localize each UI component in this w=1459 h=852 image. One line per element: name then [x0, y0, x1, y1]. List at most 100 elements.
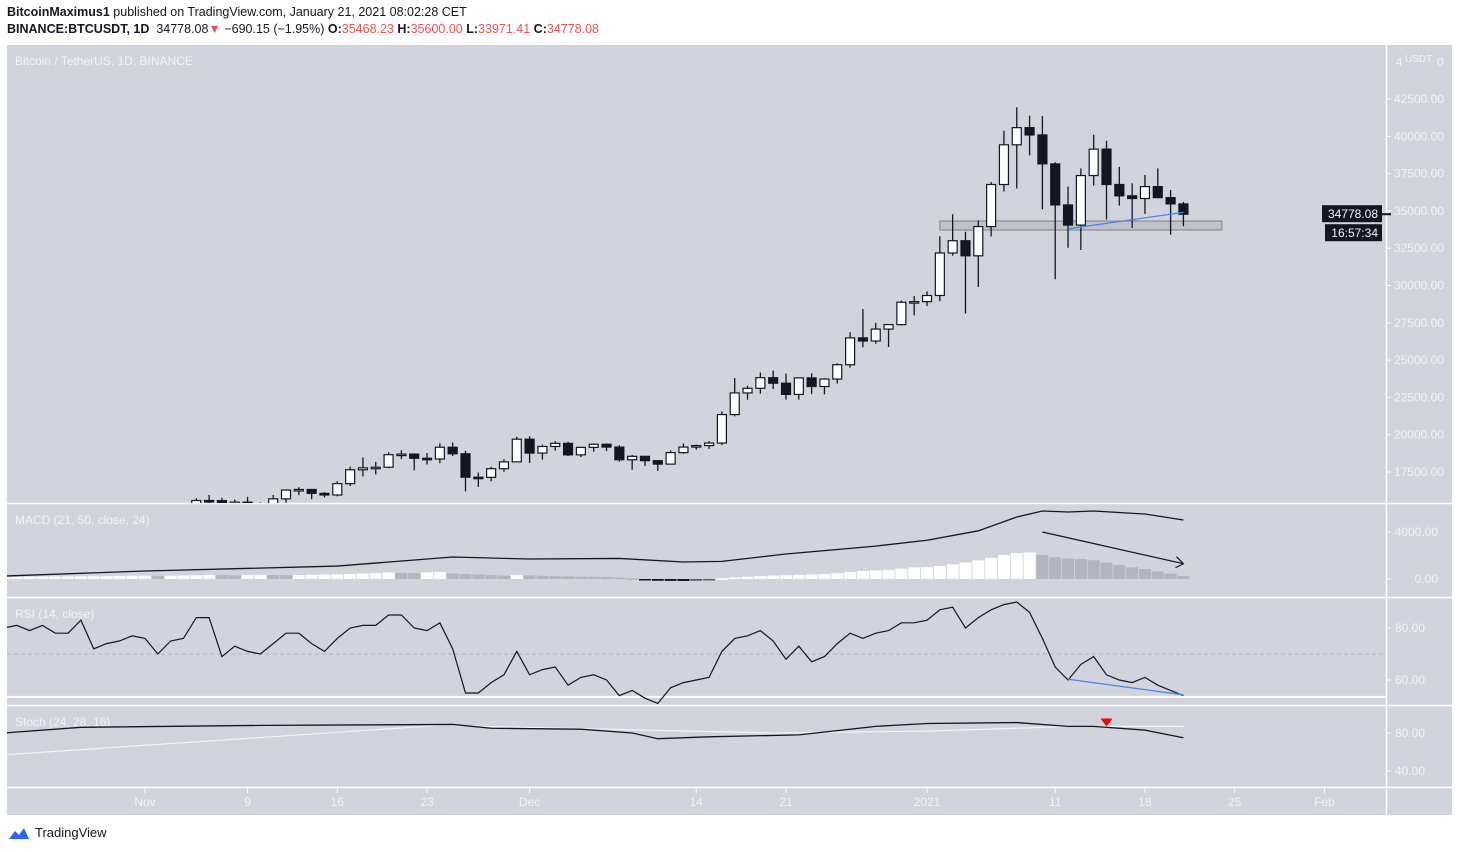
macd-histogram-bar	[318, 574, 331, 579]
macd-histogram-bar	[1049, 557, 1062, 579]
macd-histogram-bar	[780, 575, 792, 579]
candle-body	[562, 442, 574, 456]
rsi-tick-label: 80.00	[1395, 621, 1425, 635]
countdown-label: 16:57:34	[1331, 226, 1378, 240]
candle	[191, 498, 202, 503]
macd-histogram-bar	[292, 575, 305, 579]
macd-histogram-bar	[972, 560, 985, 579]
candle-body	[396, 453, 407, 457]
candle	[870, 322, 881, 344]
macd-histogram-bar	[921, 567, 934, 579]
time-tick-label: 11	[1049, 795, 1062, 809]
macd-divergence-arrow[interactable]	[1042, 531, 1184, 565]
macd-histogram-bar	[1087, 560, 1100, 579]
macd-histogram-bar	[36, 576, 49, 579]
candle-body	[793, 377, 804, 396]
candle-body	[986, 183, 997, 228]
candle	[909, 295, 920, 316]
candle-body	[665, 452, 676, 465]
macd-histogram-bar	[280, 575, 293, 579]
candle-body	[639, 455, 651, 462]
candle-body	[947, 240, 958, 254]
last-price-label: 34778.08	[1328, 207, 1378, 221]
macd-histogram-bar	[856, 571, 869, 579]
macd-histogram-bar	[767, 575, 780, 579]
price-trendline[interactable]	[1067, 211, 1184, 230]
candle-body	[998, 144, 1010, 186]
candle	[268, 494, 279, 503]
candle	[934, 236, 945, 302]
macd-histogram-bar	[433, 571, 446, 579]
author-name[interactable]: BitcoinMaximus1	[7, 5, 110, 19]
macd-histogram-bar	[677, 579, 690, 581]
macd-histogram-bar	[869, 570, 882, 579]
macd-histogram-bar	[382, 572, 395, 579]
candle	[434, 443, 445, 464]
candle	[1037, 116, 1048, 210]
rsi-trendline[interactable]	[1067, 678, 1184, 696]
candle-body	[703, 442, 715, 447]
candle	[1139, 175, 1151, 214]
candle-body	[1101, 148, 1112, 186]
price-tick-label: 35000.00	[1394, 204, 1444, 218]
candle	[665, 450, 676, 465]
macd-histogram-bar	[190, 575, 203, 579]
tradingview-logo[interactable]: TradingView	[7, 825, 107, 840]
price-change: −690.15 (−1.95%)	[224, 22, 325, 36]
candle	[216, 497, 228, 503]
macd-histogram-bar	[151, 575, 164, 579]
macd-histogram-bar	[254, 574, 267, 579]
macd-histogram-bar	[985, 557, 998, 579]
candle	[678, 443, 689, 454]
macd-histogram-bar	[741, 576, 754, 579]
candle	[819, 378, 830, 395]
macd-histogram-bar	[446, 573, 459, 579]
candle	[473, 472, 484, 487]
close-value: 34778.08	[546, 22, 600, 36]
macd-histogram-bar	[74, 576, 87, 579]
candle-body	[370, 466, 381, 470]
time-tick-label: Dec	[519, 795, 540, 809]
candle-body	[806, 377, 817, 388]
macd-histogram-bar	[895, 568, 908, 579]
candle	[857, 309, 869, 348]
time-tick-label: 16	[331, 795, 345, 809]
candle-body	[934, 252, 945, 297]
last-price: 34778.08	[156, 22, 209, 36]
macd-histogram-bar	[408, 573, 421, 579]
stoch-layer	[7, 718, 1184, 756]
macd-histogram-bar	[139, 575, 151, 579]
open-label: O:	[327, 22, 342, 36]
candle-body	[909, 301, 920, 304]
main-pane-title: Bitcoin / TetherUS, 1D, BINANCE	[15, 54, 193, 68]
macd-histogram-bar	[664, 579, 677, 581]
macd-histogram-bar	[626, 578, 639, 580]
candle-body	[229, 501, 240, 503]
macd-histogram-bar	[1177, 576, 1190, 579]
candle-body	[588, 443, 599, 448]
candle	[524, 436, 535, 464]
macd-histogram-bar	[1126, 567, 1139, 579]
macd-histogram-bar	[62, 576, 75, 579]
candle	[370, 461, 381, 475]
candle	[960, 231, 971, 314]
candle	[627, 454, 638, 470]
candle	[601, 443, 612, 452]
candle	[716, 411, 728, 446]
macd-histogram-bar	[7, 577, 10, 579]
macd-histogram-bar	[126, 575, 139, 579]
axis-top-unit[interactable]: USDT	[1405, 54, 1432, 65]
candle-body	[729, 392, 740, 416]
candle-body	[345, 469, 356, 485]
candle	[703, 441, 715, 449]
candle	[896, 300, 907, 326]
candle	[242, 496, 253, 503]
close-label: C:	[533, 22, 547, 36]
candle	[293, 487, 304, 496]
candle	[575, 446, 586, 458]
candle-body	[1178, 203, 1189, 215]
candle	[883, 323, 894, 347]
candle-body	[627, 455, 638, 461]
macd-histogram-bar	[215, 575, 228, 579]
